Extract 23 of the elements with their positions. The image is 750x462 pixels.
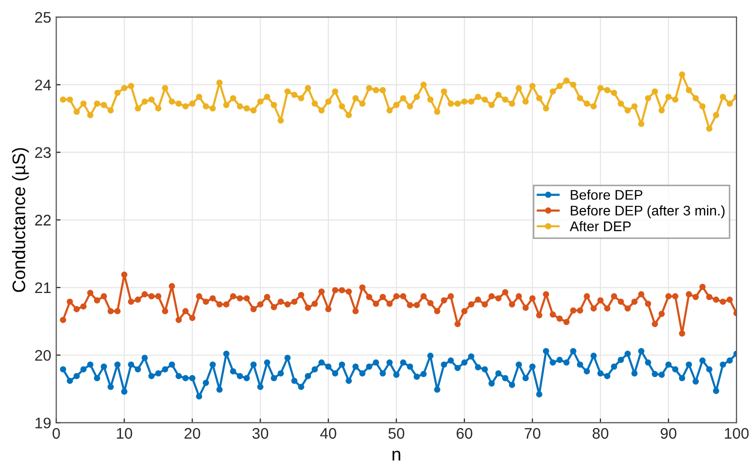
x-tick-label: 40	[320, 428, 336, 439]
y-tick-label: 22	[35, 214, 51, 226]
legend-label: After DEP	[570, 221, 631, 232]
x-tick-label: 10	[116, 428, 132, 439]
x-tick-label: 60	[456, 428, 472, 439]
x-tick-label: 80	[592, 428, 608, 439]
legend-label: Before DEP (after 3 min.)	[570, 205, 725, 218]
y-tick-label: 24	[35, 80, 51, 90]
x-tick-label: 90	[660, 428, 676, 439]
legend-label: Before DEP	[570, 190, 642, 200]
y-tick-label: 21	[35, 282, 51, 294]
x-tick-label: 20	[184, 428, 200, 439]
x-tick-label: 50	[388, 428, 404, 439]
x-tick-label: 70	[524, 428, 540, 439]
y-axis-title: Conductance (µS)	[12, 148, 29, 292]
x-tick-label: 0	[52, 428, 60, 439]
y-tick-label: 25	[35, 12, 51, 23]
y-tick-label: 23	[35, 147, 51, 158]
x-tick-label: 30	[252, 428, 268, 439]
x-axis-title: n	[392, 450, 400, 460]
y-tick-label: 20	[35, 350, 51, 361]
x-tick-label: 100	[724, 428, 749, 439]
y-tick-label: 19	[36, 418, 51, 428]
